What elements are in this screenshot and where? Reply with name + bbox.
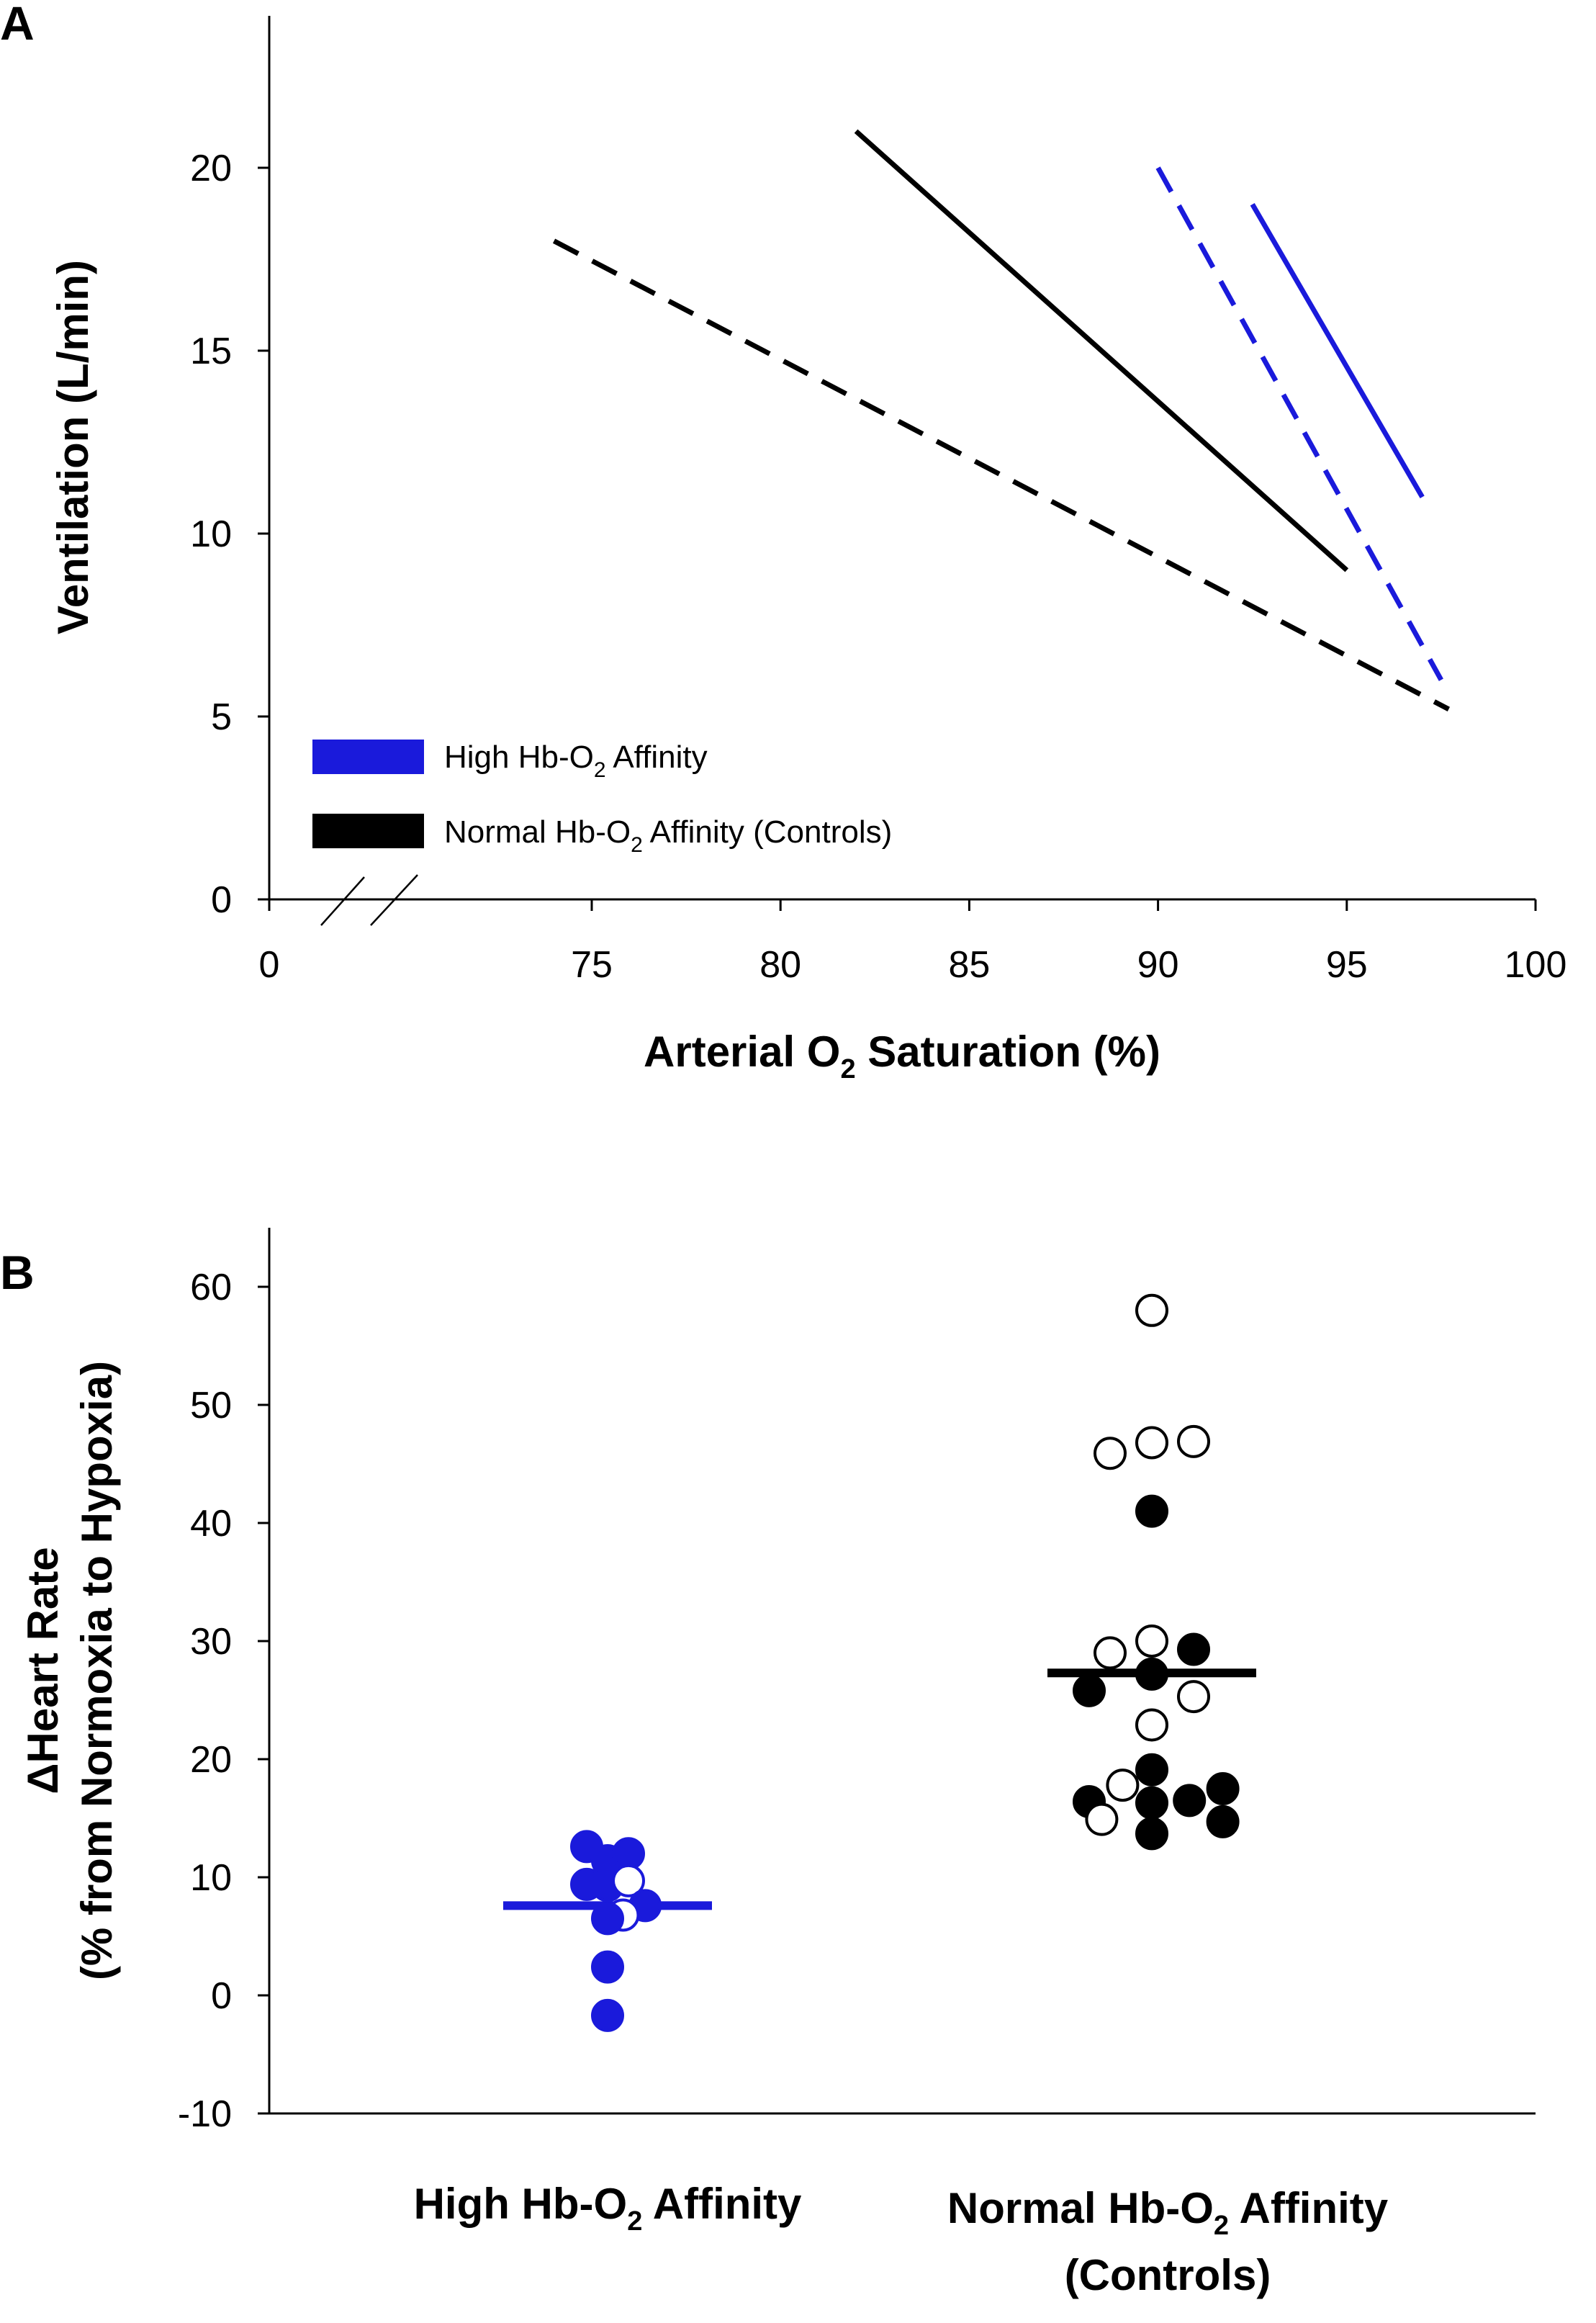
y-tick-label: 20	[190, 148, 232, 189]
panel-a-x-axis-title: Arterial O2 Saturation (%)	[644, 1028, 1160, 1084]
data-point-normal	[1173, 1784, 1207, 1817]
legend-swatch-normal	[312, 814, 424, 848]
panel-a-y-axis-title: Ventilation (L/min)	[49, 260, 97, 634]
y-tick-label: 10	[190, 1857, 232, 1899]
category-label-normal-line2: (Controls)	[1065, 2251, 1271, 2299]
panel-b-points	[570, 1293, 1240, 2032]
data-point-normal	[1135, 1657, 1168, 1691]
y-tick-label: 60	[190, 1267, 232, 1308]
x-tick-label: 80	[759, 944, 801, 986]
panel-b-y-axis-title-line2: (% from Normoxia to Hypoxia)	[73, 1361, 121, 1980]
series-line-normal-solid	[854, 129, 1349, 572]
data-point-normal	[1135, 1293, 1168, 1327]
data-point-normal	[1135, 1708, 1168, 1742]
y-tick-label: 15	[190, 331, 232, 372]
data-point-normal	[1135, 1817, 1168, 1851]
data-point-normal	[1177, 1424, 1210, 1458]
data-point-high	[612, 1864, 645, 1897]
data-point-normal	[1135, 1494, 1168, 1528]
x-tick-label: 100	[1505, 944, 1567, 986]
panel-b-y-ticks: -10 0 10 20 30 40 50 60	[178, 1267, 269, 2135]
axis-break-mark	[320, 876, 365, 926]
y-tick-label: 40	[190, 1503, 232, 1545]
panel-a-ventilation-chart: A 0 5 10 15 20 0 75 80 85 90 95 100 High Hb-O2 Aff…	[0, 0, 1566, 1084]
data-point-high	[591, 1998, 624, 2032]
data-point-normal	[1177, 1680, 1210, 1714]
category-label-high: High Hb-O2 Affinity	[414, 2180, 802, 2237]
data-point-normal	[1135, 1753, 1168, 1787]
x-tick-label: 75	[571, 944, 613, 986]
data-point-high	[612, 1837, 645, 1871]
data-point-normal	[1206, 1772, 1240, 1805]
y-tick-label: 50	[190, 1385, 232, 1426]
data-point-normal	[1135, 1426, 1168, 1460]
x-tick-label: 0	[259, 944, 280, 986]
data-point-normal	[1135, 1786, 1168, 1820]
data-point-normal	[1094, 1636, 1127, 1670]
series-line-high-dashed	[1155, 166, 1443, 681]
series-line-high-solid	[1250, 203, 1425, 498]
panel-a-y-ticks: 0 5 10 15 20	[190, 148, 269, 921]
series-line-normal-dashed	[552, 238, 1451, 711]
y-tick-label: 30	[190, 1621, 232, 1663]
x-tick-label: 85	[948, 944, 990, 986]
legend-label-normal: Normal Hb-O2 Affinity (Controls)	[444, 814, 892, 857]
y-tick-label: 10	[190, 513, 232, 555]
panel-a-legend: High Hb-O2 Affinity Normal Hb-O2 Affinit…	[312, 740, 892, 857]
panel-b-heart-rate-chart: B -10 0 10 20 30 40 50 60 High Hb-O2 Affinity N…	[0, 1228, 1536, 2299]
panel-a-x-ticks: 0 75 80 85 90 95 100	[259, 899, 1567, 986]
y-tick-label: -10	[178, 2093, 232, 2135]
data-point-normal	[1135, 1625, 1168, 1658]
data-point-normal	[1106, 1769, 1140, 1802]
panel-b-letter: B	[0, 1246, 35, 1299]
data-point-high	[591, 1902, 624, 1936]
x-tick-label: 90	[1137, 944, 1179, 986]
x-tick-label: 95	[1326, 944, 1368, 986]
data-point-normal	[1206, 1805, 1240, 1838]
axis-break-mark	[370, 874, 418, 926]
y-tick-label: 0	[211, 879, 232, 921]
y-tick-label: 20	[190, 1739, 232, 1781]
panel-b-y-axis-title-line1: ΔHeart Rate	[19, 1547, 67, 1794]
panel-a-series	[552, 129, 1451, 711]
data-point-normal	[1085, 1802, 1119, 1836]
y-tick-label: 5	[211, 696, 232, 738]
panel-a-letter: A	[0, 0, 35, 50]
category-label-normal: Normal Hb-O2 Affinity	[947, 2184, 1389, 2241]
y-tick-label: 0	[211, 1975, 232, 2017]
data-point-normal	[1073, 1673, 1106, 1707]
data-point-normal	[1177, 1632, 1210, 1666]
legend-swatch-high	[312, 740, 424, 774]
data-point-normal	[1094, 1437, 1127, 1470]
legend-label-high: High Hb-O2 Affinity	[444, 740, 708, 782]
data-point-high	[591, 1950, 624, 1984]
